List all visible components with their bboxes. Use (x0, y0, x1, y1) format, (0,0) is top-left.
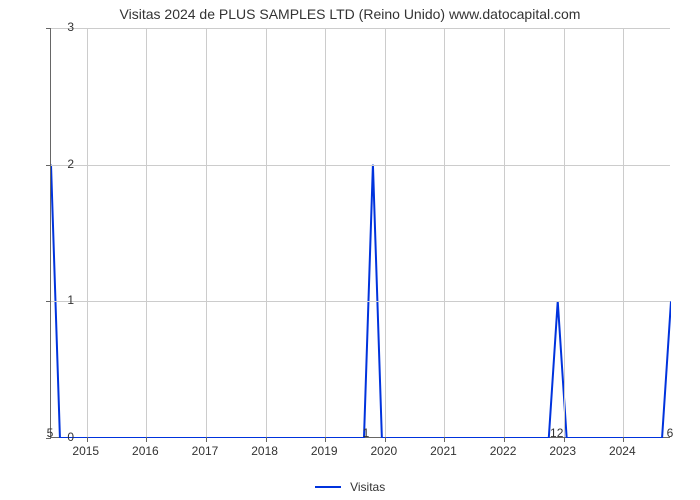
x-tick (444, 437, 445, 442)
x-tick (325, 437, 326, 442)
plot-area (50, 28, 670, 438)
y-axis-label: 1 (54, 293, 74, 307)
x-axis-label: 2021 (430, 444, 457, 458)
legend-swatch (315, 486, 341, 488)
y-tick (46, 301, 51, 302)
x-axis-label: 2016 (132, 444, 159, 458)
x-axis-label: 2022 (490, 444, 517, 458)
y-axis-label: 0 (54, 430, 74, 444)
x-tick (146, 437, 147, 442)
y-axis-label: 2 (54, 157, 74, 171)
x-axis-label: 2019 (311, 444, 338, 458)
gridline-v (564, 28, 565, 437)
gridline-v (325, 28, 326, 437)
x-axis-label: 2023 (549, 444, 576, 458)
y-tick (46, 28, 51, 29)
x-tick (564, 437, 565, 442)
x-tick (87, 437, 88, 442)
x-tick (504, 437, 505, 442)
gridline-v (206, 28, 207, 437)
gridline-v (87, 28, 88, 437)
gridline-v (444, 28, 445, 437)
legend-label: Visitas (350, 480, 385, 494)
x-tick (266, 437, 267, 442)
x-axis-label: 2018 (251, 444, 278, 458)
gridline-v (504, 28, 505, 437)
x-axis-label: 2020 (370, 444, 397, 458)
x-tick (206, 437, 207, 442)
x-tick (623, 437, 624, 442)
secondary-x-label: 1 (363, 426, 370, 440)
x-axis-label: 2017 (192, 444, 219, 458)
x-axis-label: 2015 (72, 444, 99, 458)
chart-container: Visitas 2024 de PLUS SAMPLES LTD (Reino … (0, 0, 700, 500)
gridline-v (146, 28, 147, 437)
gridline-v (623, 28, 624, 437)
line-series (51, 28, 671, 438)
x-tick (385, 437, 386, 442)
legend: Visitas (0, 479, 700, 494)
gridline-h (51, 165, 670, 166)
gridline-h (51, 301, 670, 302)
gridline-v (266, 28, 267, 437)
secondary-x-label: 12 (550, 426, 563, 440)
y-axis-label: 3 (54, 20, 74, 34)
x-axis-label: 2024 (609, 444, 636, 458)
secondary-x-label: 6 (667, 426, 674, 440)
gridline-v (385, 28, 386, 437)
chart-title: Visitas 2024 de PLUS SAMPLES LTD (Reino … (0, 6, 700, 22)
secondary-x-label: 5 (47, 426, 54, 440)
gridline-h (51, 28, 670, 29)
y-tick (46, 165, 51, 166)
